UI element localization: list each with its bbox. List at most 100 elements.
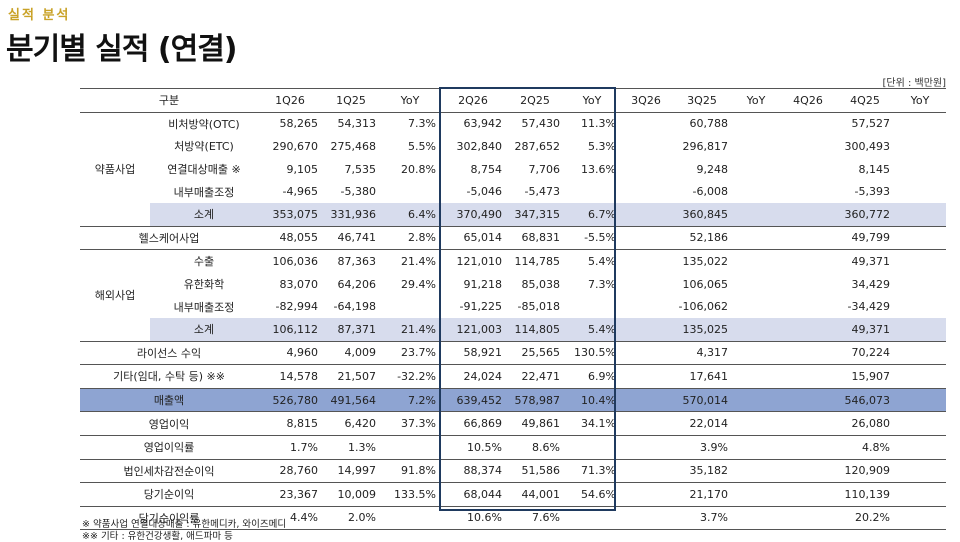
cell-q4-0: [780, 202, 836, 227]
cell-q4-2: [894, 273, 946, 296]
row-label: 비처방약(OTC): [168, 117, 240, 131]
row-label: 소계: [150, 202, 258, 227]
header-2q26: 2Q26: [458, 93, 488, 107]
cell-q1-1: 6,420: [322, 411, 380, 436]
header-3q25: 3Q25: [687, 93, 717, 107]
table-row: 영업이익률 1.7% 1.3% 10.5% 8.6% 3.9% 4.8%: [80, 434, 946, 459]
cell-q1-2: 91.8%: [380, 458, 440, 483]
cell-q1-1: 64,206: [337, 277, 377, 291]
row-label: 매출액: [80, 387, 258, 412]
cell-q4-2: [894, 505, 946, 531]
cell-q2-1: 8.6%: [506, 434, 564, 459]
cell-q4-0: [780, 434, 836, 459]
cell-q4-1: 110,139: [836, 482, 894, 507]
cell-q2-2: 7.3%: [588, 277, 616, 291]
cell-q1-2: 5.5%: [408, 139, 436, 153]
cell-q3-2: [732, 340, 780, 365]
cell-q3-1: 60,788: [689, 117, 729, 131]
cell-q1-0: 4.4%: [258, 505, 322, 531]
cell-q3-1: 17,641: [672, 364, 732, 389]
group-label: 해외사업: [80, 249, 150, 342]
cell-q3-1: 9,248: [696, 162, 729, 176]
footnote-2: ※※ 기타 : 유한건강생활, 애드파마 등: [82, 531, 233, 542]
header-yoy-2q: YoY: [582, 93, 602, 107]
cell-q1-1: 275,468: [330, 139, 377, 153]
cell-q3-2: [732, 482, 780, 507]
cell-q2-0: 121,010: [440, 249, 506, 273]
cell-q3-1: 3.9%: [672, 434, 732, 459]
cell-q3-0: [620, 387, 672, 412]
cell-q1-2: 133.5%: [380, 482, 440, 507]
cell-q2-0: 65,014: [440, 225, 506, 250]
row-label: 당기순이익률: [80, 505, 258, 531]
quarterly-results-table: 구분 1Q26 1Q25 YoY 2Q26 2Q25 YoY 3Q26 3Q25…: [80, 88, 946, 531]
cell-q3-1: 4,317: [672, 340, 732, 365]
cell-q4-2: [894, 249, 946, 273]
table-row: 영업이익 8,815 6,420 37.3% 66,869 49,861 34.1% 22,0…: [80, 411, 946, 436]
cell-q1-1: 1.3%: [322, 434, 380, 459]
cell-q2-1: 347,315: [506, 202, 564, 227]
cell-q3-0: [620, 225, 672, 250]
cell-q3-2: [732, 158, 780, 181]
cell-q4-2: [894, 295, 946, 318]
cell-q1-0: 4,960: [258, 340, 322, 365]
cell-q3-1: 21,170: [672, 482, 732, 507]
cell-q1-2: 21.4%: [380, 249, 440, 273]
cell-q1-2: 2.8%: [380, 225, 440, 250]
section-kicker: 실적 분석: [8, 8, 71, 23]
cell-q4-0: [780, 458, 836, 483]
cell-q3-0: [620, 411, 672, 436]
cell-q4-2: [894, 458, 946, 483]
cell-q1-1: 46,741: [322, 225, 380, 250]
cell-q2-2: [564, 180, 620, 203]
header-yoy-3q: YoY: [746, 93, 766, 107]
cell-q1-2: [380, 295, 440, 318]
header-1q26: 1Q26: [275, 93, 305, 107]
cell-q2-2: 13.6%: [581, 162, 616, 176]
header-category: 구분: [158, 94, 180, 108]
cell-q2-2: 130.5%: [564, 340, 620, 365]
cell-q3-2: [732, 387, 780, 412]
cell-q2-2: 11.3%: [581, 117, 616, 131]
header-1q25: 1Q25: [336, 93, 366, 107]
cell-q2-1: -85,018: [517, 300, 560, 314]
cell-q4-1: 49,371: [836, 249, 894, 273]
cell-q1-0: 14,578: [258, 364, 322, 389]
cell-q1-2: [380, 505, 440, 531]
cell-q4-0: [780, 225, 836, 250]
cell-q3-0: [620, 112, 672, 135]
cell-q2-0: -5,046: [466, 185, 502, 199]
cell-q1-2: [380, 180, 440, 203]
cell-q4-1: 15,907: [836, 364, 894, 389]
cell-q1-2: 20.8%: [401, 162, 436, 176]
cell-q1-2: 23.7%: [380, 340, 440, 365]
cell-q1-2: 29.4%: [401, 277, 436, 291]
row-label: 수출: [150, 249, 258, 273]
cell-q4-0: [780, 249, 836, 273]
cell-q1-2: 7.3%: [408, 117, 436, 131]
cell-q3-0: [620, 364, 672, 389]
cell-q4-0: [780, 112, 836, 135]
cell-q2-1: 85,038: [521, 277, 561, 291]
cell-q2-0: 302,840: [456, 139, 503, 153]
table-row: 매출액 526,780 491,564 7.2% 639,452 578,987 10.4%…: [80, 387, 946, 412]
cell-q1-0: 526,780: [258, 387, 322, 412]
cell-q3-1: 106,065: [682, 277, 729, 291]
cell-q2-1: 7,706: [528, 162, 561, 176]
cell-q4-2: [894, 225, 946, 250]
cell-q4-2: [894, 202, 946, 227]
row-label: 처방약(ETC): [174, 140, 234, 154]
row-label: 내부매출조정: [173, 185, 235, 199]
cell-q1-0: 353,075: [258, 202, 322, 227]
cell-q4-1: -34,429: [847, 300, 890, 314]
cell-q3-1: 570,014: [672, 387, 732, 412]
table-row: 약품사업 비처방약(OTC) 58,265 54,313 7.3% 63,942 57,43…: [80, 112, 946, 176]
group-label: 약품사업: [94, 163, 136, 177]
cell-q3-1: 135,022: [672, 249, 732, 273]
cell-q1-2: 37.3%: [380, 411, 440, 436]
cell-q1-1: 10,009: [322, 482, 380, 507]
cell-q1-1: 2.0%: [322, 505, 380, 531]
page-title: 분기별 실적 (연결): [6, 32, 238, 67]
cell-q2-0: 10.6%: [440, 505, 506, 531]
cell-q3-2: [732, 458, 780, 483]
